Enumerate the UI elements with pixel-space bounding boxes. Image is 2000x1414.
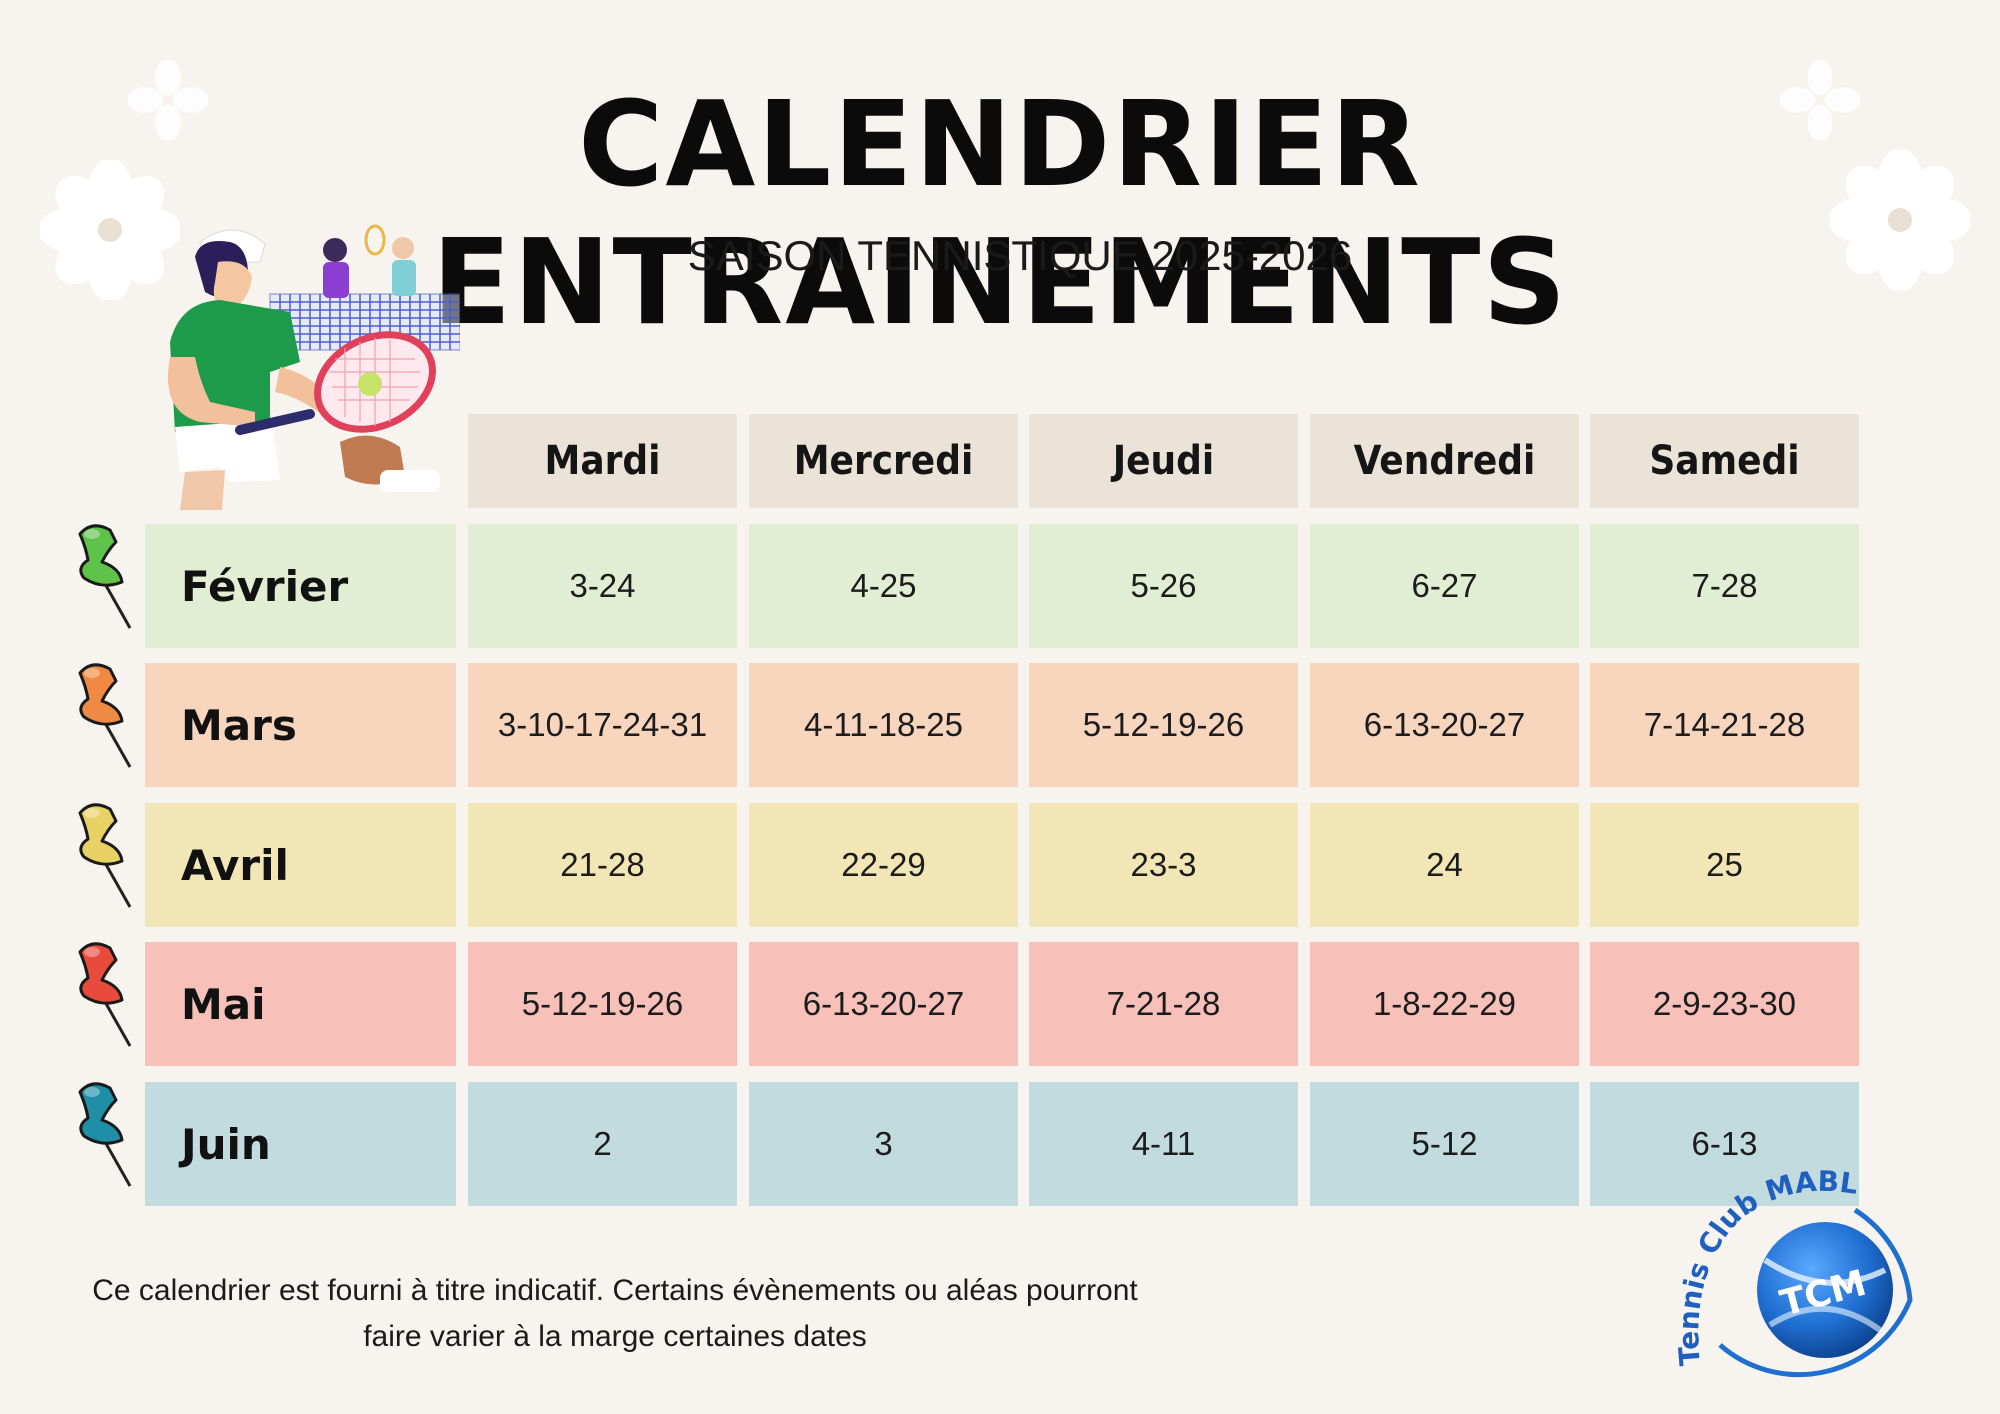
page-title: CALENDRIER ENTRAINEMENTS (431, 75, 1569, 351)
pushpin-icon (78, 1082, 132, 1187)
date-cell: 7-21-28 (1029, 942, 1298, 1066)
pushpin-icon (78, 942, 132, 1047)
date-cell: 6-13-20-27 (749, 942, 1018, 1066)
disclaimer-line-2: faire varier à la marge certaines dates (363, 1320, 867, 1353)
date-cell: 5-12-19-26 (468, 942, 737, 1066)
date-cell: 7-14-21-28 (1590, 663, 1859, 787)
date-cell: 6-27 (1310, 524, 1579, 648)
date-cell: 2 (468, 1082, 737, 1206)
flower-icon (1830, 150, 1970, 290)
date-cell: 6-13 (1590, 1082, 1859, 1206)
date-cell: 4-25 (749, 524, 1018, 648)
date-cell: 3 (749, 1082, 1018, 1206)
tennis-player-illustration (168, 224, 460, 510)
tennis-club-mably-logo: Tennis Club MABLY TCM (1660, 1150, 1913, 1378)
month-label: Mai (145, 942, 456, 1066)
date-cell: 24 (1310, 803, 1579, 927)
disclaimer-line-1: Ce calendrier est fourni à titre indicat… (92, 1274, 1138, 1307)
flower-icon (1780, 60, 1860, 140)
page-subtitle: SAISON TENNISTIQUE 2025-2026 (687, 232, 1353, 279)
date-cell: 5-12 (1310, 1082, 1579, 1206)
month-label: Mars (145, 663, 456, 787)
date-cell: 5-26 (1029, 524, 1298, 648)
date-cell: 25 (1590, 803, 1859, 927)
month-label: Juin (145, 1082, 456, 1206)
month-label: Février (145, 524, 456, 648)
day-header-4: Samedi (1590, 414, 1859, 508)
date-cell: 7-28 (1590, 524, 1859, 648)
pushpin-icon (78, 663, 132, 768)
date-cell: 23-3 (1029, 803, 1298, 927)
day-header-1: Mercredi (749, 414, 1018, 508)
date-cell: 3-24 (468, 524, 737, 648)
pushpin-icon (78, 803, 132, 908)
day-header-0: Mardi (468, 414, 737, 508)
date-cell: 4-11-18-25 (749, 663, 1018, 787)
date-cell: 5-12-19-26 (1029, 663, 1298, 787)
date-cell: 3-10-17-24-31 (468, 663, 737, 787)
date-cell: 21-28 (468, 803, 737, 927)
disclaimer-note: Ce calendrier est fourni à titre indicat… (40, 1268, 1190, 1360)
day-header-2: Jeudi (1029, 414, 1298, 508)
date-cell: 2-9-23-30 (1590, 942, 1859, 1066)
date-cell: 22-29 (749, 803, 1018, 927)
date-cell: 6-13-20-27 (1310, 663, 1579, 787)
flower-icon (128, 60, 208, 140)
month-label: Avril (145, 803, 456, 927)
day-header-3: Vendredi (1310, 414, 1579, 508)
flower-icon (40, 160, 180, 300)
date-cell: 4-11 (1029, 1082, 1298, 1206)
date-cell: 1-8-22-29 (1310, 942, 1579, 1066)
pushpin-icon (78, 524, 132, 629)
